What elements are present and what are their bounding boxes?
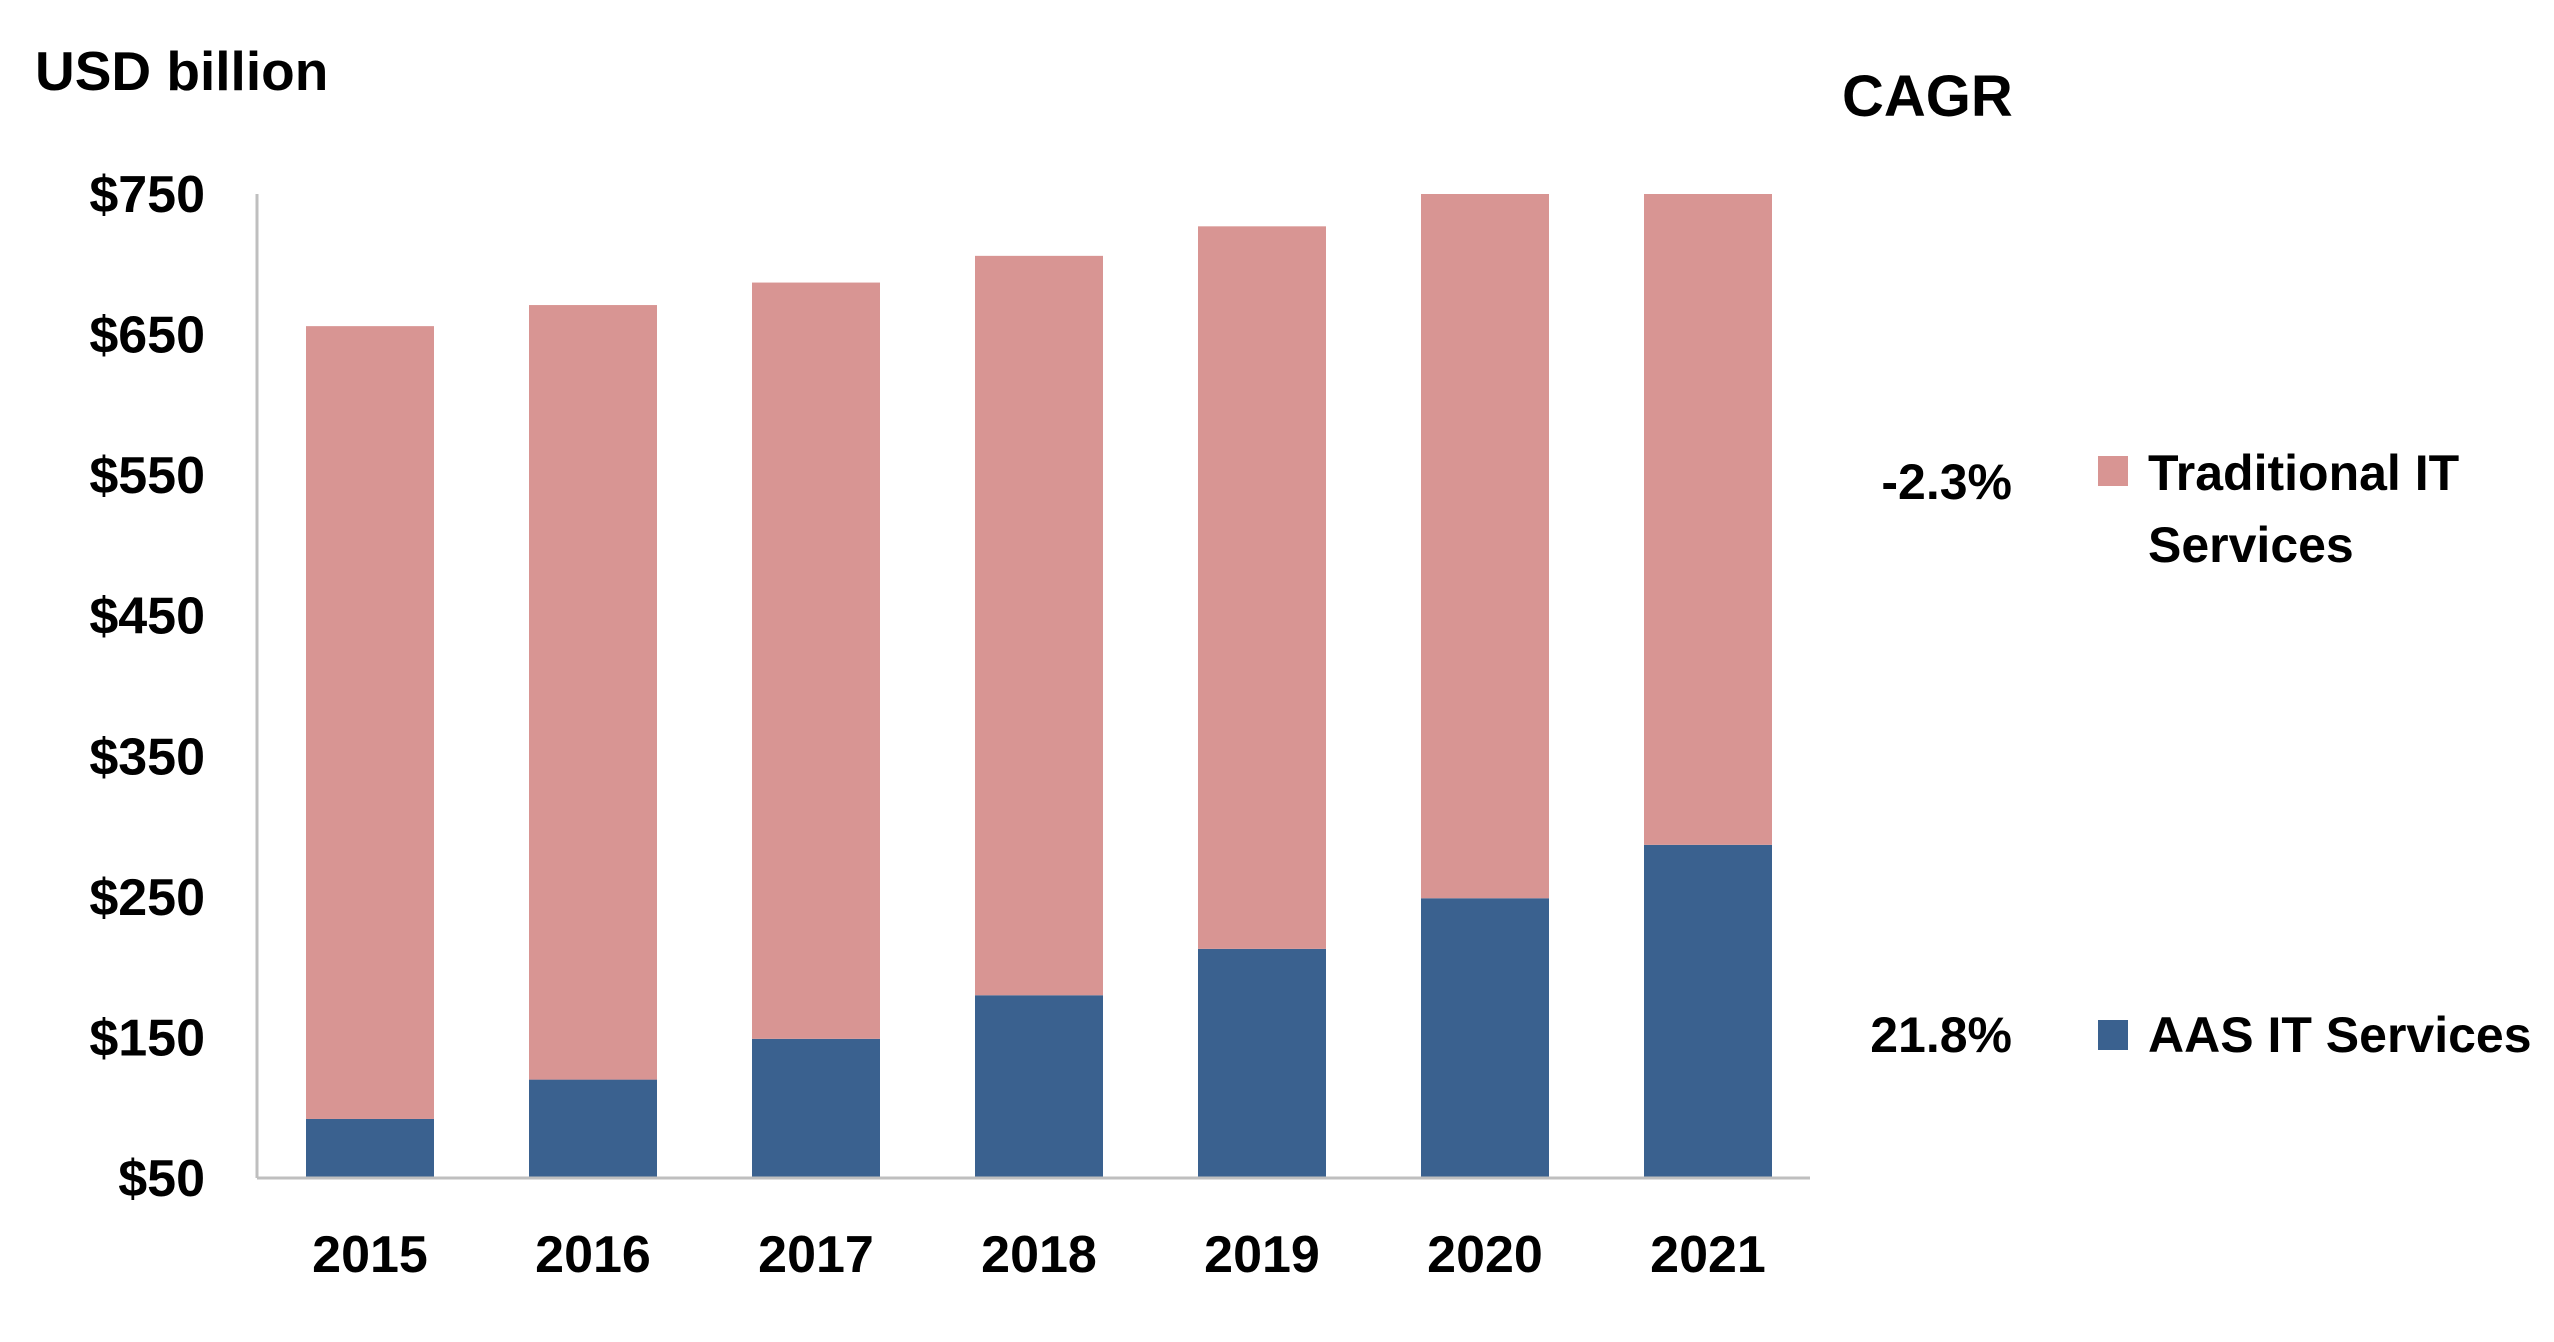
- y-tick-label: $450: [89, 588, 205, 646]
- y-tick-label: $650: [89, 307, 205, 365]
- x-axis-labels: 2015 2016 2017 2018 2019 2020 2021: [312, 1226, 1766, 1284]
- bar-aas-2016: [529, 1079, 657, 1178]
- y-axis-ticks: $750 $650 $550 $450 $350 $250 $150 $50: [89, 166, 205, 1208]
- bar-traditional-2021: [1644, 194, 1772, 845]
- bar-aas-2021: [1644, 844, 1772, 1178]
- legend-label-traditional: Traditional IT Services: [2148, 445, 2459, 573]
- bar-traditional-2018: [975, 255, 1103, 996]
- legend-swatch-traditional: [2098, 456, 2128, 486]
- bar-aas-2017: [752, 1038, 880, 1178]
- y-tick-label: $50: [118, 1150, 205, 1208]
- x-tick-label: 2021: [1650, 1226, 1766, 1284]
- bar-aas-2015: [306, 1118, 434, 1178]
- bar-aas-2019: [1198, 948, 1326, 1178]
- bar-traditional-2016: [529, 305, 657, 1080]
- y-tick-label: $350: [89, 728, 205, 786]
- legend-swatch-aas: [2098, 1020, 2128, 1050]
- y-tick-label: $750: [89, 166, 205, 224]
- bar-traditional-2015: [306, 326, 434, 1119]
- y-tick-label: $250: [89, 869, 205, 927]
- y-tick-label: $550: [89, 447, 205, 505]
- bars: [306, 194, 1772, 1178]
- bar-traditional-2019: [1198, 226, 1326, 949]
- legend: -2.3% Traditional IT Services 21.8% AAS I…: [1870, 445, 2531, 1063]
- cagr-traditional: -2.3%: [1881, 454, 2012, 510]
- x-tick-label: 2019: [1204, 1226, 1320, 1284]
- x-tick-label: 2017: [758, 1226, 874, 1284]
- x-tick-label: 2016: [535, 1226, 651, 1284]
- bar-aas-2020: [1421, 898, 1549, 1178]
- cagr-aas: 21.8%: [1870, 1007, 2012, 1063]
- x-tick-label: 2018: [981, 1226, 1097, 1284]
- x-tick-label: 2020: [1427, 1226, 1543, 1284]
- x-tick-label: 2015: [312, 1226, 428, 1284]
- bar-traditional-2017: [752, 282, 880, 1039]
- bar-aas-2018: [975, 995, 1103, 1178]
- y-tick-label: $150: [89, 1009, 205, 1067]
- legend-label-aas: AAS IT Services: [2148, 1007, 2532, 1063]
- cagr-title: CAGR: [1842, 64, 2013, 129]
- y-axis-unit-label: USD billion: [35, 40, 328, 102]
- bar-traditional-2020: [1421, 194, 1549, 899]
